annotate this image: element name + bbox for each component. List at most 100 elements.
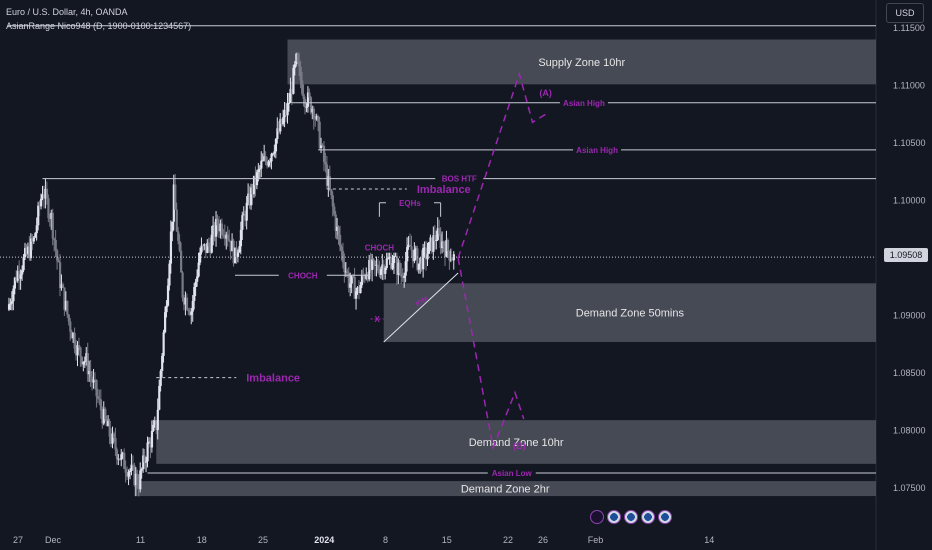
- candle-body: [435, 239, 438, 241]
- candle-body: [127, 472, 130, 477]
- candle-body: [337, 226, 340, 235]
- candle-body: [446, 240, 450, 252]
- x-tick-label: 8: [383, 535, 388, 545]
- candle-body: [366, 274, 369, 280]
- candle-body: [244, 214, 247, 221]
- candle-body: [82, 361, 85, 365]
- candle-body: [159, 370, 162, 386]
- candle-body: [273, 151, 276, 154]
- candle-body: [212, 225, 215, 235]
- candle-body: [321, 145, 324, 147]
- trendline: [383, 272, 459, 343]
- event-icon[interactable]: [590, 510, 604, 524]
- candle-body: [360, 275, 364, 286]
- flag-icon[interactable]: [658, 510, 672, 524]
- candle-body: [56, 250, 59, 261]
- imbalance-label: Imbalance: [246, 373, 300, 385]
- candle-body: [267, 161, 270, 166]
- level-label: Asian Low: [492, 469, 533, 478]
- candle-body: [15, 277, 18, 281]
- candle-body: [47, 198, 50, 219]
- candle-body: [146, 442, 149, 462]
- candle-body: [263, 156, 266, 161]
- flag-icon[interactable]: [607, 510, 621, 524]
- candle-body: [35, 225, 38, 234]
- candle-body: [124, 468, 127, 473]
- zone-label: Supply Zone 10hr: [538, 57, 625, 69]
- currency-button[interactable]: USD: [886, 3, 924, 23]
- candle-body: [378, 270, 381, 275]
- candle-body: [236, 252, 240, 257]
- candle-body: [245, 202, 248, 221]
- candle-body: [121, 452, 124, 455]
- candle-body: [29, 238, 33, 259]
- candle-body: [406, 247, 409, 262]
- candle-body: [66, 300, 69, 315]
- imbalance-label: Imbalance: [417, 184, 471, 196]
- candle-body: [164, 312, 167, 333]
- candle-body: [162, 332, 165, 356]
- projection-path: [457, 257, 525, 451]
- candle-body: [289, 88, 292, 103]
- candle-body: [181, 272, 184, 298]
- candle-body: [328, 176, 331, 190]
- candle-body: [257, 169, 260, 173]
- candle-body: [368, 259, 371, 280]
- candle-body: [419, 257, 422, 264]
- candle-body: [322, 145, 326, 162]
- candle-body: [375, 264, 378, 266]
- candle-body: [436, 228, 439, 240]
- candle-body: [349, 283, 352, 288]
- candle-body: [203, 244, 206, 246]
- candle-body: [356, 287, 359, 292]
- candle-body: [347, 272, 350, 288]
- indicator-legend[interactable]: AsianRange Nico948 (D, 1900-0100:1234567…: [6, 21, 192, 31]
- level-label-bg: [487, 468, 536, 479]
- zone-label: Demand Zone 50mins: [576, 308, 685, 320]
- candle-body: [191, 300, 194, 312]
- candle-body: [264, 156, 267, 161]
- candle-body: [196, 276, 199, 282]
- candle-body: [250, 187, 253, 206]
- flag-icon[interactable]: [624, 510, 638, 524]
- candle-body: [449, 259, 453, 261]
- candle-body: [438, 228, 441, 234]
- candle-body: [427, 242, 431, 254]
- candle-body: [228, 239, 231, 241]
- candle-body: [7, 304, 11, 310]
- candle-body: [44, 188, 47, 199]
- zone-rect: [156, 420, 876, 464]
- level-label-bg: [355, 242, 404, 253]
- candle-body: [161, 355, 164, 371]
- candle-body: [69, 321, 72, 332]
- candle-body: [53, 238, 56, 241]
- candle-body: [174, 184, 177, 210]
- flag-icon[interactable]: [641, 510, 655, 524]
- candle-body: [242, 214, 245, 216]
- x-tick-label: 26: [538, 535, 548, 545]
- candle-body: [115, 449, 119, 460]
- candle-body: [385, 258, 388, 268]
- level-label: CHOCH: [288, 271, 318, 280]
- candle-body: [229, 240, 232, 252]
- candle-body: [166, 285, 170, 306]
- sweep-label: X: [375, 315, 381, 324]
- candle-body: [165, 305, 168, 313]
- candle-body: [282, 117, 285, 125]
- candle-body: [131, 464, 135, 466]
- candle-body: [73, 333, 76, 349]
- candle-body: [142, 455, 145, 469]
- candle-body: [306, 92, 310, 107]
- candle-body: [314, 118, 317, 120]
- candle-body: [18, 271, 21, 279]
- candle-body: [346, 271, 349, 273]
- candle-body: [430, 237, 434, 252]
- candle-body: [45, 188, 49, 199]
- candle-body: [276, 128, 279, 139]
- candle-body: [261, 160, 264, 162]
- zone-label: Demand Zone 10hr: [469, 437, 564, 449]
- candle-body: [404, 261, 407, 276]
- candle-body: [270, 153, 273, 162]
- last-price-label: 1.09508: [884, 248, 928, 262]
